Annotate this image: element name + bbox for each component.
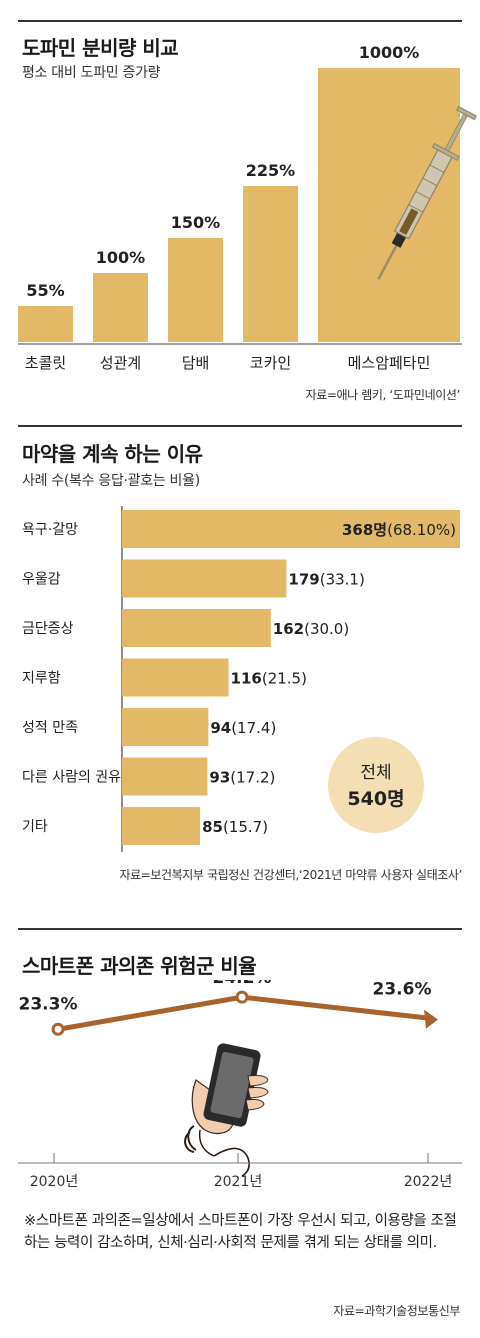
hbar-category-label-6: 다른 사람의 권유	[22, 770, 121, 786]
x-tick-label-2: 2021년	[214, 1174, 263, 1190]
hbar-value-label-6: 93(17.2)	[209, 769, 275, 787]
hbar-category-label-4: 지루함	[22, 671, 61, 687]
section2-title: 마약을 계속 하는 이유	[22, 442, 203, 466]
bar-category-label-3: 담배	[182, 354, 210, 372]
total-value: 540명	[347, 788, 404, 810]
hbar-value-label-2: 179(33.1)	[288, 571, 364, 589]
hbar-3	[122, 609, 271, 647]
smartphone-line-chart: 23.3% 24.2% 23.6% 2020년 2021년 2022년	[18, 980, 462, 1190]
bar-category-label-2: 성관계	[100, 354, 141, 372]
hbar-value-label-4: 116(21.5)	[231, 670, 307, 688]
hbar-2	[122, 559, 287, 598]
drug-reasons-bar-chart: 욕구·갈망 368명(68.10%) 우울감 179(33.1) 금단증상 162(30.…	[22, 506, 460, 852]
bar-category-label-5: 메스암페타민	[348, 354, 431, 372]
point-1	[51, 1022, 65, 1036]
bar-value-label-3: 150%	[171, 213, 220, 232]
hbar-category-label-1: 욕구·갈망	[22, 522, 78, 538]
hbar-4	[122, 658, 229, 697]
bar-value-label-2: 100%	[96, 248, 145, 267]
section2-top-rule	[18, 425, 462, 427]
hbar-value-label-5: 94(17.4)	[210, 719, 276, 737]
section1-subtitle: 평소 대비 도파민 증가량	[22, 65, 161, 81]
hbar-value-label-7: 85(15.7)	[202, 818, 268, 836]
syringe-icon	[377, 105, 477, 280]
hbar-category-label-5: 성적 만족	[22, 720, 78, 736]
hbar-category-label-3: 금단증상	[22, 621, 74, 637]
section3-source: 자료=과학기술정보통신부	[333, 1304, 460, 1318]
dopamine-bar-chart: 55% 초콜릿 100% 성관계 150% 담배 225% 코카인 1000% 메스암페타민	[18, 43, 477, 372]
point-value-label-2: 24.2%	[213, 980, 272, 988]
section3-top-rule	[18, 928, 462, 930]
x-tick-label-3: 2022년	[404, 1174, 453, 1190]
bar-value-label-4: 225%	[246, 161, 295, 180]
point-value-label-3: 23.6%	[373, 980, 432, 1000]
bar-3	[168, 238, 223, 342]
bar-2	[93, 273, 148, 342]
point-value-label-1: 23.3%	[19, 994, 78, 1014]
trend-arrowhead	[424, 1009, 438, 1029]
x-tick-label-1: 2020년	[30, 1174, 79, 1190]
hbar-5	[122, 708, 209, 746]
bar-1	[18, 306, 73, 342]
bar-category-label-1: 초콜릿	[25, 354, 66, 372]
smartphone-hand-icon	[184, 1043, 269, 1177]
hbar-7	[122, 807, 201, 845]
hbar-1	[122, 510, 460, 548]
section3-note: ※스마트폰 과의존=일상에서 스마트폰이 가장 우선시 되고, 이용량을 조절하…	[24, 1213, 457, 1251]
hbar-category-label-7: 기타	[22, 819, 48, 835]
total-label: 전체	[360, 763, 391, 783]
section1-title: 도파민 분비량 비교	[22, 36, 179, 60]
bar-value-label-5: 1000%	[359, 43, 420, 62]
hbar-6	[122, 757, 208, 796]
bar-category-label-4: 코카인	[250, 354, 291, 372]
total-badge	[328, 737, 424, 833]
hbar-category-label-2: 우울감	[22, 572, 61, 588]
point-2	[235, 990, 249, 1004]
section2-source: 자료=보건복지부 국립정신 건강센터,‘2021년 마약류 사용자 실태조사’	[119, 868, 462, 882]
bar-value-label-1: 55%	[26, 281, 64, 300]
section3-title: 스마트폰 과의존 위험군 비율	[22, 954, 257, 978]
section1-top-rule	[18, 20, 462, 22]
bar-4	[243, 186, 298, 342]
hbar-value-label-1: 368명(68.10%)	[342, 521, 456, 539]
section2-subtitle: 사례 수(복수 응답·괄호는 비율)	[22, 473, 200, 489]
bar-5	[318, 68, 460, 342]
hbar-value-label-3: 162(30.0)	[273, 620, 349, 638]
section1-source: 자료=애나 렘키, ‘도파민네이션’	[305, 388, 461, 402]
